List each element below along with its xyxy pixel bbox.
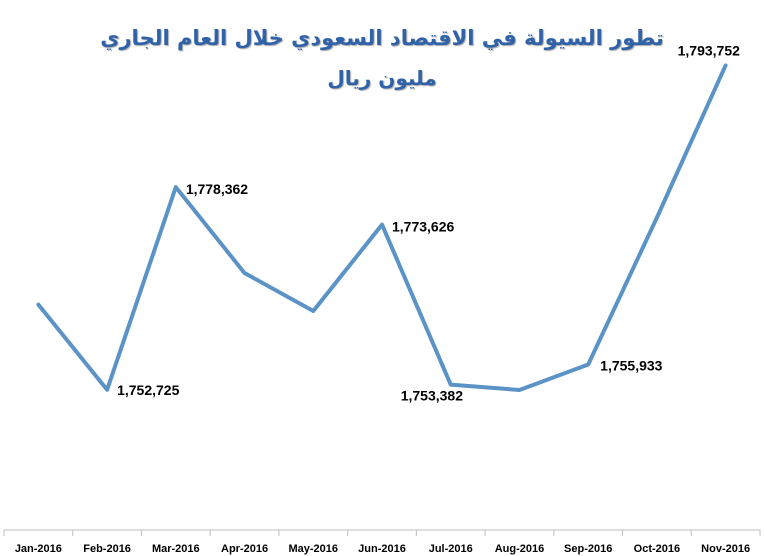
series-line [36, 63, 728, 392]
x-tick-label: Jan-2016 [15, 543, 62, 555]
x-tick-label: Nov-2016 [701, 543, 750, 555]
x-tick-label: Mar-2016 [152, 543, 200, 555]
data-label: 1,778,362 [186, 181, 248, 197]
chart-title: تطور السيولة في الاقتصاد السعودي خلال ال… [100, 26, 664, 50]
x-tick-label: Sep-2016 [564, 543, 612, 555]
data-labels: 1,752,725 1,778,362 1,773,626 1,753,382 1,75… [117, 42, 740, 403]
data-label: 1,773,626 [392, 219, 454, 235]
data-label: 1,752,725 [117, 382, 179, 398]
x-axis-ticks [3, 530, 761, 536]
x-tick-label: Oct-2016 [634, 543, 680, 555]
x-tick-label: Jul-2016 [429, 543, 473, 555]
data-label: 1,753,382 [401, 388, 463, 404]
chart-subtitle: مليون ريال [327, 66, 437, 90]
x-tick-label: Apr-2016 [221, 543, 268, 555]
x-tick-label: Aug-2016 [495, 543, 545, 555]
x-axis-tick-labels: Jan-2016 Feb-2016 Mar-2016 Apr-2016 May-2016… [15, 543, 750, 555]
data-label: 1,793,752 [678, 42, 740, 58]
x-tick-label: May-2016 [288, 543, 338, 555]
x-tick-label: Jun-2016 [358, 543, 406, 555]
x-tick-label: Feb-2016 [83, 543, 131, 555]
data-label: 1,755,933 [600, 357, 662, 373]
